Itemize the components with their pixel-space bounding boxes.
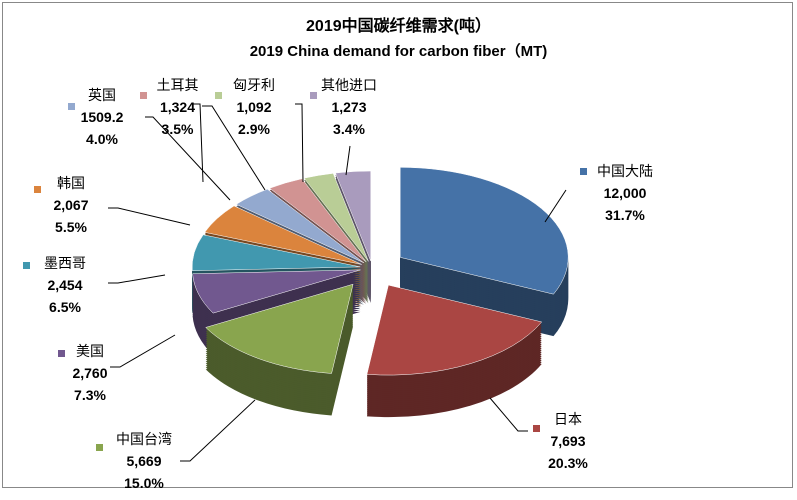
label-name: 美国 (76, 343, 104, 359)
leader-line (544, 189, 567, 223)
label-value: 2,760 (72, 365, 108, 381)
slice-label-2: 中国台湾 5,669 15.0% (104, 428, 184, 494)
chart-title: 2019中国碳纤维需求(吨） (306, 18, 491, 35)
leader-line (192, 103, 204, 183)
label-value: 2,454 (47, 277, 83, 293)
label-name: 中国台湾 (116, 431, 172, 447)
leader-line (345, 145, 351, 176)
legend-swatch (58, 350, 65, 357)
pie-slice-6 (235, 188, 365, 264)
label-pct: 5.5% (55, 219, 87, 235)
pie-slice-9 (335, 170, 371, 262)
pie-slice-7 (269, 178, 367, 263)
legend-swatch (34, 186, 41, 193)
label-pct: 4.0% (86, 131, 118, 147)
label-name: 墨西哥 (44, 255, 86, 271)
legend-swatch (23, 262, 30, 269)
label-value: 1,273 (331, 99, 367, 115)
label-value: 7,693 (550, 433, 586, 449)
pie-slice-2 (205, 283, 354, 374)
label-name: 英国 (88, 87, 116, 103)
label-pct: 2.9% (238, 121, 270, 137)
pie-slice-5 (204, 205, 362, 265)
label-value: 1509.2 (80, 109, 124, 125)
pie-slice-8 (303, 173, 369, 262)
label-name: 日本 (554, 411, 582, 427)
legend-swatch (215, 92, 222, 99)
label-pct: 20.3% (548, 455, 588, 471)
slice-label-7: 土耳其 1,324 3.5% (150, 74, 205, 140)
pie-slice-1 (366, 284, 543, 376)
label-name: 其他进口 (321, 77, 377, 93)
label-value: 1,092 (236, 99, 272, 115)
label-value: 5,669 (126, 453, 162, 469)
label-pct: 6.5% (49, 299, 81, 315)
label-pct: 31.7% (605, 207, 645, 223)
slice-label-1: 日本 7,693 20.3% (538, 408, 598, 474)
pie-slice-3 (192, 269, 361, 314)
legend-swatch (533, 425, 540, 432)
label-name: 中国大陆 (597, 163, 653, 179)
slice-label-4: 墨西哥 2,454 6.5% (30, 252, 100, 318)
legend-swatch (310, 92, 317, 99)
label-value: 1,324 (159, 99, 196, 115)
slice-label-0: 中国大陆 12,000 31.7% (590, 160, 660, 226)
label-name: 韩国 (57, 175, 85, 191)
label-value: 2,067 (53, 197, 89, 213)
leader-line (108, 274, 166, 284)
pie-slice-4 (191, 234, 361, 272)
chart-frame (2, 2, 793, 488)
slice-label-8: 匈牙利 1,092 2.9% (225, 74, 283, 140)
leader-line (145, 116, 231, 201)
pie-slice-0 (399, 167, 569, 295)
leader-line (202, 105, 266, 191)
label-pct: 7.3% (74, 387, 106, 403)
label-pct: 15.0% (124, 475, 164, 491)
legend-swatch (580, 168, 587, 175)
label-value: 12,000 (603, 185, 647, 201)
label-pct: 3.4% (333, 121, 365, 137)
chart-subtitle: 2019 China demand for carbon fiber（MT) (249, 43, 548, 60)
legend-swatch (96, 444, 103, 451)
leader-line (295, 103, 304, 183)
leader-line (489, 397, 528, 432)
slice-label-9: 其他进口 1,273 3.4% (315, 74, 383, 140)
leader-line (108, 207, 191, 226)
label-name: 匈牙利 (233, 77, 275, 93)
slice-label-5: 韩国 2,067 5.5% (42, 172, 100, 238)
slice-label-3: 美国 2,760 7.3% (66, 340, 114, 406)
legend-swatch (68, 103, 75, 110)
legend-swatch (140, 92, 147, 99)
leader-line (110, 334, 176, 368)
leader-line (180, 399, 256, 462)
leader-lines (108, 103, 567, 462)
label-pct: 3.5% (161, 121, 194, 137)
label-name: 土耳其 (156, 77, 199, 93)
slice-label-6: 英国 1509.2 4.0% (72, 84, 132, 150)
